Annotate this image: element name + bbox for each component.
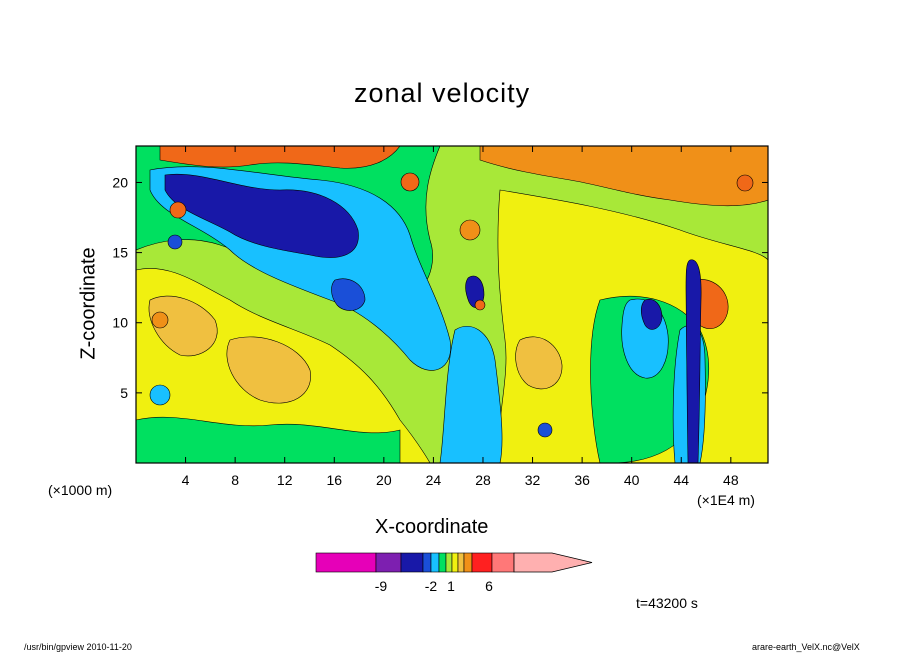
plume-left xyxy=(439,325,503,463)
x-tick-label-48: 48 xyxy=(723,472,739,488)
y-scale-note: (×1000 m) xyxy=(48,482,113,498)
moderate-region-left xyxy=(148,295,218,357)
moderate-region-right xyxy=(515,336,563,390)
x-tick-label-8: 8 xyxy=(231,472,239,488)
colorbar-segment xyxy=(457,552,465,573)
colorbar-segment xyxy=(400,552,424,573)
colorbar-segment xyxy=(463,552,473,573)
colorbar-label: 1 xyxy=(447,578,455,594)
strong-negative-core xyxy=(164,173,359,258)
x-tick-label-16: 16 xyxy=(326,472,342,488)
strong-positive-top-right xyxy=(479,146,768,207)
colorbar-label: 6 xyxy=(485,578,493,594)
plot-frame xyxy=(135,145,769,464)
footer-right: arare-earth_VelX.nc@VelX xyxy=(752,642,860,652)
time-label: t=43200 s xyxy=(636,595,698,611)
y-tick-label-15: 15 xyxy=(112,245,128,261)
colorbar: -9 -2 1 6 xyxy=(315,552,593,594)
colorbar-segment xyxy=(445,552,453,573)
x-tick-label-20: 20 xyxy=(376,472,392,488)
x-tick-label-12: 12 xyxy=(277,472,293,488)
colorbar-label: -2 xyxy=(425,578,438,594)
y-tick-label-20: 20 xyxy=(112,174,128,190)
colorbar-segment xyxy=(315,552,377,573)
colorbar-segment xyxy=(438,552,447,573)
strong-positive-top xyxy=(159,146,401,169)
y-tick-label-10: 10 xyxy=(112,315,128,331)
x-tick-label-36: 36 xyxy=(574,472,590,488)
colorbar-segment xyxy=(451,552,459,573)
x-tick-label-4: 4 xyxy=(182,472,190,488)
strong-negative-right xyxy=(640,299,663,330)
colorbar-segment xyxy=(430,552,440,573)
colorbar-label: -9 xyxy=(375,578,388,594)
plume-right-core xyxy=(685,259,702,463)
x-scale-note: (×1E4 m) xyxy=(697,492,755,508)
chart-title: zonal velocity xyxy=(354,78,531,108)
y-axis-label: Z-coordinate xyxy=(77,247,100,360)
x-tick-label-40: 40 xyxy=(624,472,640,488)
near-zero-bottom xyxy=(136,416,401,463)
x-tick-label-28: 28 xyxy=(475,472,491,488)
x-tick-label-24: 24 xyxy=(426,472,442,488)
y-tick-label-5: 5 xyxy=(120,385,128,401)
strong-negative-small xyxy=(331,278,366,311)
colorbar-segment xyxy=(375,552,402,573)
moderate-region-center xyxy=(226,336,311,404)
x-tick-label-44: 44 xyxy=(673,472,689,488)
x-tick-label-32: 32 xyxy=(525,472,541,488)
colorbar-segment xyxy=(422,552,432,573)
colorbar-segment xyxy=(491,552,515,573)
colorbar-segment-arrow xyxy=(513,552,593,573)
x-axis-label: X-coordinate xyxy=(375,516,489,538)
footer-left: /usr/bin/gpview 2010-11-20 xyxy=(24,642,132,652)
colorbar-segment xyxy=(471,552,493,573)
